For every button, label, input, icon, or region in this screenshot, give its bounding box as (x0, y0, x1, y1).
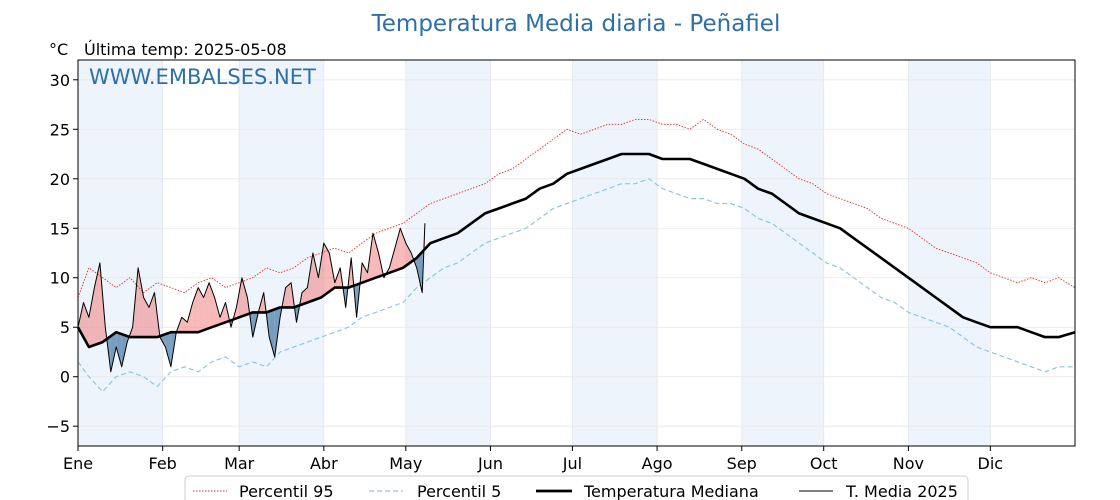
x-tick-label-Jun: Jun (477, 454, 503, 473)
above-median-fill-59-0 (400, 228, 406, 269)
y-tick-label--5: −5 (46, 417, 70, 436)
y-tick-label-25: 25 (50, 120, 70, 139)
x-tick-label-Jul: Jul (562, 454, 582, 473)
above-median-fill-30-0 (241, 277, 248, 317)
below-median-fill-62-0 (416, 252, 423, 293)
series-line-p5 (77, 178, 1075, 393)
x-tick-label-Abr: Abr (310, 454, 338, 473)
month-bands (78, 60, 991, 446)
above-median-fill-26-0 (220, 302, 226, 325)
x-tick-label-Ene: Ene (63, 454, 93, 473)
above-median-fill-21-0 (192, 287, 199, 333)
y-axis-ticks: −5 0 5 10 15 20 25 30 (46, 71, 78, 436)
above-median-fill-60-0 (405, 243, 412, 266)
above-median-fill-25-0 (214, 297, 220, 327)
x-axis-ticks: Ene Feb Mar Abr May Jun Jul Ago Sep Oct Nov Dic (63, 446, 1003, 473)
above-median-fill-11-0 (138, 267, 144, 338)
below-median-fill-6-0 (110, 332, 117, 372)
y-tick-label-5: 5 (60, 318, 70, 337)
legend-label-median: Temperatura Mediana (583, 482, 759, 500)
above-median-fill-52-0 (362, 262, 368, 283)
watermark: WWW.EMBALSES.NET (89, 65, 316, 89)
below-median-fill-16-0 (165, 332, 171, 367)
y-tick-label-0: 0 (60, 368, 70, 387)
y-tick-label-30: 30 (50, 71, 70, 90)
above-median-fill-42-0 (307, 253, 313, 303)
series-line-median (76, 152, 1076, 349)
series-lines (76, 118, 1076, 393)
x-tick-label-Sep: Sep (727, 454, 757, 473)
above-median-fill-58-0 (394, 228, 401, 271)
legend: Percentil 95 Percentil 5 Temperatura Med… (184, 475, 969, 500)
month-band-2 (405, 60, 491, 446)
series-line-2025 (77, 223, 426, 373)
legend-label-p5: Percentil 5 (417, 482, 501, 500)
x-tick-label-Nov: Nov (893, 454, 924, 473)
above-median-fill-2-0 (88, 287, 95, 347)
chart-title: Temperatura Media diaria - Peñafiel (371, 11, 781, 37)
legend-label-p95: Percentil 95 (239, 482, 334, 500)
month-band-3 (572, 60, 658, 446)
above-median-fill-20-0 (187, 302, 193, 333)
below-median-fill-35-0 (269, 309, 275, 357)
above-median-fill-12-0 (143, 297, 149, 338)
y-tick-label-20: 20 (50, 170, 70, 189)
above-median-fill-44-0 (318, 243, 324, 299)
legend-label-2025: T. Media 2025 (845, 482, 958, 500)
above-median-fill-54-0 (373, 233, 379, 279)
legend-box (184, 475, 969, 500)
month-band-1 (239, 60, 324, 446)
last-temp-label: Última temp: 2025-05-08 (84, 40, 287, 59)
x-tick-label-Feb: Feb (149, 454, 177, 473)
x-tick-label-Ago: Ago (642, 454, 673, 473)
above-median-fill-45-0 (323, 243, 330, 296)
y-unit-label: °C (49, 40, 68, 59)
x-tick-label-Oct: Oct (810, 454, 838, 473)
x-tick-label-Mar: Mar (224, 454, 255, 473)
x-tick-label-Dic: Dic (978, 454, 1004, 473)
y-tick-label-15: 15 (50, 219, 70, 238)
plot-frame (77, 59, 1076, 447)
y-tick-label-10: 10 (50, 269, 70, 288)
x-tick-label-May: May (389, 454, 422, 473)
month-band-0 (78, 60, 163, 446)
month-band-5 (908, 60, 991, 446)
above-median-fill-38-0 (285, 282, 292, 308)
above-median-fill-43-0 (312, 253, 319, 301)
below-median-fill-7-0 (116, 332, 122, 367)
above-median-fill-19-0 (181, 317, 188, 333)
above-median-fill-22-0 (198, 287, 204, 333)
month-band-4 (741, 60, 824, 446)
